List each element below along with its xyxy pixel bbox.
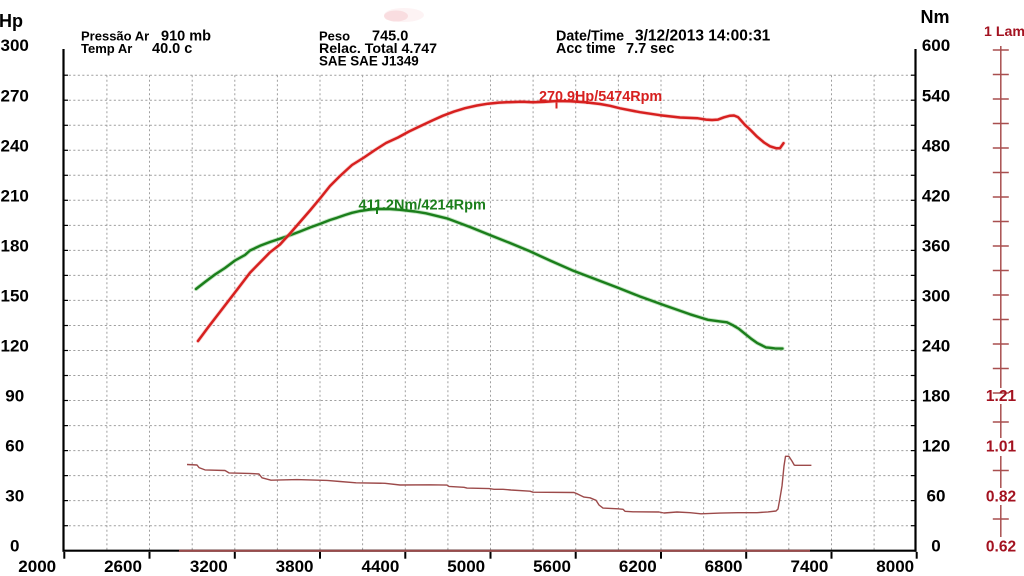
svg-text:7400: 7400	[790, 557, 828, 576]
svg-text:4400: 4400	[361, 557, 399, 576]
svg-text:5600: 5600	[533, 557, 571, 576]
svg-text:Temp Ar: Temp Ar	[81, 41, 132, 56]
svg-text:240: 240	[922, 337, 950, 356]
svg-text:360: 360	[922, 236, 950, 255]
svg-text:2000: 2000	[18, 557, 56, 576]
svg-text:0.82: 0.82	[986, 488, 1016, 505]
svg-text:210: 210	[1, 186, 29, 205]
svg-text:Date/Time: Date/Time	[556, 29, 624, 45]
svg-text:600: 600	[922, 36, 950, 55]
svg-text:270: 270	[1, 86, 29, 105]
svg-text:1.21: 1.21	[986, 388, 1017, 405]
svg-text:SAE SAE J1349: SAE SAE J1349	[319, 54, 419, 69]
svg-text:7.7 sec: 7.7 sec	[626, 41, 674, 57]
svg-text:180: 180	[1, 236, 29, 255]
svg-text:60: 60	[927, 487, 946, 506]
svg-text:411.2Nm/4214Rpm: 411.2Nm/4214Rpm	[359, 198, 486, 214]
svg-text:3/12/2013 14:00:31: 3/12/2013 14:00:31	[635, 28, 771, 45]
svg-text:150: 150	[1, 286, 29, 305]
svg-text:540: 540	[922, 86, 950, 105]
svg-text:0: 0	[931, 537, 940, 556]
svg-text:300: 300	[922, 286, 950, 305]
svg-text:1 Lambda: 1 Lambda	[984, 24, 1024, 40]
svg-text:480: 480	[922, 136, 950, 155]
svg-text:0.62: 0.62	[986, 538, 1016, 555]
svg-text:Hp: Hp	[0, 11, 23, 31]
svg-text:Relac. Total 4.747: Relac. Total 4.747	[319, 41, 437, 57]
svg-text:420: 420	[922, 186, 950, 205]
svg-text:3200: 3200	[190, 557, 228, 576]
svg-text:1.01: 1.01	[986, 438, 1017, 455]
svg-text:270.9Hp/5474Rpm: 270.9Hp/5474Rpm	[539, 89, 662, 105]
svg-text:Pressão Ar: Pressão Ar	[81, 29, 149, 44]
svg-text:Peso: Peso	[319, 29, 350, 44]
svg-text:Acc time: Acc time	[556, 41, 616, 57]
svg-text:40.0 c: 40.0 c	[152, 41, 192, 57]
svg-text:8000: 8000	[876, 557, 914, 576]
svg-text:910 mb: 910 mb	[161, 29, 211, 45]
svg-text:5000: 5000	[447, 557, 485, 576]
svg-text:6200: 6200	[619, 557, 657, 576]
svg-text:120: 120	[1, 337, 29, 356]
svg-text:90: 90	[5, 387, 24, 406]
svg-text:180: 180	[922, 387, 950, 406]
svg-text:300: 300	[1, 36, 29, 55]
svg-text:240: 240	[1, 136, 29, 155]
svg-text:3800: 3800	[276, 557, 314, 576]
svg-text:2600: 2600	[104, 557, 142, 576]
svg-text:120: 120	[922, 437, 950, 456]
svg-text:745.0: 745.0	[372, 29, 408, 45]
svg-text:Nm: Nm	[920, 7, 949, 27]
svg-text:60: 60	[5, 437, 24, 456]
svg-text:0: 0	[10, 537, 19, 556]
svg-text:30: 30	[5, 487, 24, 506]
svg-text:6800: 6800	[705, 557, 743, 576]
